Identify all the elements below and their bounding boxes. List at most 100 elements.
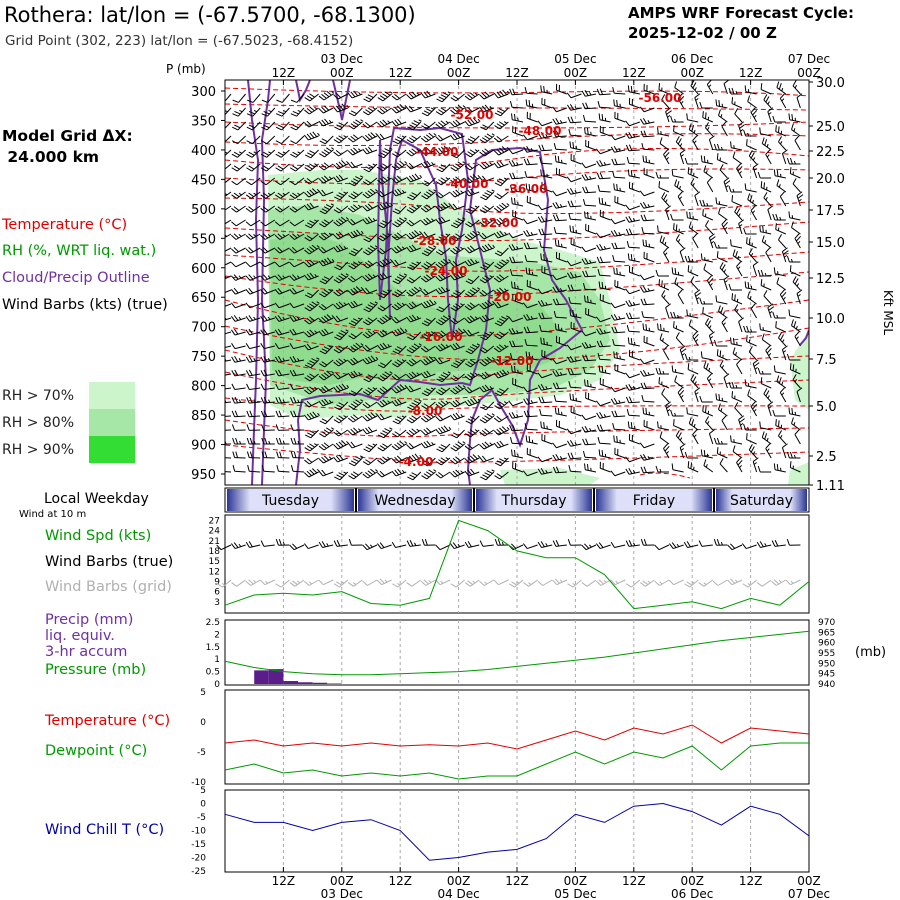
wind-barb <box>750 401 758 417</box>
wind-barb <box>479 289 495 297</box>
precip-bar <box>283 681 298 684</box>
wind-barb <box>465 343 481 355</box>
wind-barb <box>275 396 290 404</box>
wind-barb <box>732 347 743 361</box>
pressure-tick: 550 <box>191 232 216 247</box>
wind-barb <box>347 357 363 366</box>
wind-barb <box>524 338 538 347</box>
wind-barb <box>752 163 759 179</box>
wind-barb <box>363 373 378 383</box>
wind-barb <box>786 539 801 546</box>
wind-barb <box>614 195 626 207</box>
wind-barb <box>260 149 276 158</box>
wind-barb <box>663 345 670 361</box>
wind-barb <box>362 426 378 435</box>
wind-barb <box>274 274 290 281</box>
wind-barb <box>675 136 684 151</box>
wind-barb <box>333 92 349 100</box>
wind-barb <box>730 239 743 249</box>
wind-barb <box>752 359 760 375</box>
wind-barb <box>225 163 232 170</box>
wind-barb <box>494 539 509 546</box>
weekday-label: Thursday <box>500 493 566 509</box>
top-time-labels: 12Z 00Z 12Z 00Z 12Z 00Z 12Z 00Z 12Z 00Z <box>272 66 821 85</box>
wind-barb <box>713 437 728 445</box>
wind-barb <box>687 265 699 277</box>
wind-barb <box>247 93 261 103</box>
wind-barb <box>612 422 626 431</box>
wind-barb <box>673 419 684 431</box>
wind-barb <box>479 413 495 424</box>
wind-barb <box>435 258 452 269</box>
wind-barb <box>713 241 728 249</box>
wind-barb <box>642 155 655 165</box>
wind-barb <box>245 328 261 336</box>
wind-barb <box>597 184 611 193</box>
y-tick-label: 9 <box>214 577 220 587</box>
legend-wind-true: Wind Barbs (true) <box>45 554 174 570</box>
wind-barb <box>625 467 640 475</box>
wind-barb <box>246 424 261 431</box>
wind-barb <box>537 204 553 211</box>
wind-barb <box>493 135 509 143</box>
wind-barb <box>318 189 334 197</box>
wind-barb <box>464 315 480 324</box>
wind-barb <box>289 247 305 254</box>
temperature-contour-label: -48.00 <box>519 124 562 138</box>
wind-barb <box>763 192 772 207</box>
wind-barb <box>493 579 509 586</box>
time-label: 12Z <box>505 874 529 888</box>
pressure-tick: 400 <box>191 144 216 159</box>
wind-barb <box>216 579 232 588</box>
wind-barb <box>776 81 787 95</box>
wind-barb <box>480 121 495 131</box>
cross-section-plot <box>225 80 809 485</box>
wind-barb <box>747 95 757 109</box>
wind-barb <box>449 542 465 550</box>
wind-barb <box>464 386 480 394</box>
wind-barb <box>512 125 524 137</box>
wind-barb <box>391 259 407 267</box>
wind-barb <box>657 323 670 333</box>
wind-barb <box>464 397 481 407</box>
wind-barb <box>625 228 640 236</box>
wind-barb <box>776 179 787 193</box>
wind-barb <box>539 324 553 333</box>
wind-barb <box>509 256 524 264</box>
wind-barb <box>318 118 334 127</box>
wind-barb <box>362 387 378 396</box>
wind-barb <box>581 246 597 253</box>
wind-barb <box>526 111 538 123</box>
wind-barb <box>376 272 392 281</box>
wind-barb <box>625 396 640 404</box>
wind-barb <box>540 169 553 179</box>
wind-barb <box>465 149 480 158</box>
wind-barb <box>376 133 392 141</box>
wind-barb <box>333 160 350 170</box>
wind-barb <box>640 369 655 377</box>
date-label: 06 Dec <box>671 887 713 900</box>
wind-barb <box>713 339 728 347</box>
wind-barb <box>512 461 524 473</box>
wind-barb <box>493 440 509 449</box>
wind-barb <box>362 579 378 586</box>
wind-barb <box>318 370 335 381</box>
wind-barb <box>522 543 538 550</box>
wind-barb <box>450 246 465 255</box>
wind-barb <box>465 275 480 285</box>
wind-barb <box>420 440 436 449</box>
wind-barb <box>406 205 422 214</box>
wind-barb <box>225 121 232 129</box>
wind-barb <box>304 233 319 242</box>
y-tick-label: -25 <box>191 867 206 877</box>
wind-barb <box>788 407 801 417</box>
wind-barb <box>407 261 422 271</box>
wind-barb <box>421 317 436 327</box>
wind-barb <box>376 399 392 408</box>
wind-barb <box>275 121 290 131</box>
wind-barb <box>377 427 393 439</box>
wind-barb <box>778 136 787 151</box>
wind-barb <box>391 188 407 197</box>
wind-barb <box>245 177 261 186</box>
date-label: 07 Dec <box>788 52 830 66</box>
